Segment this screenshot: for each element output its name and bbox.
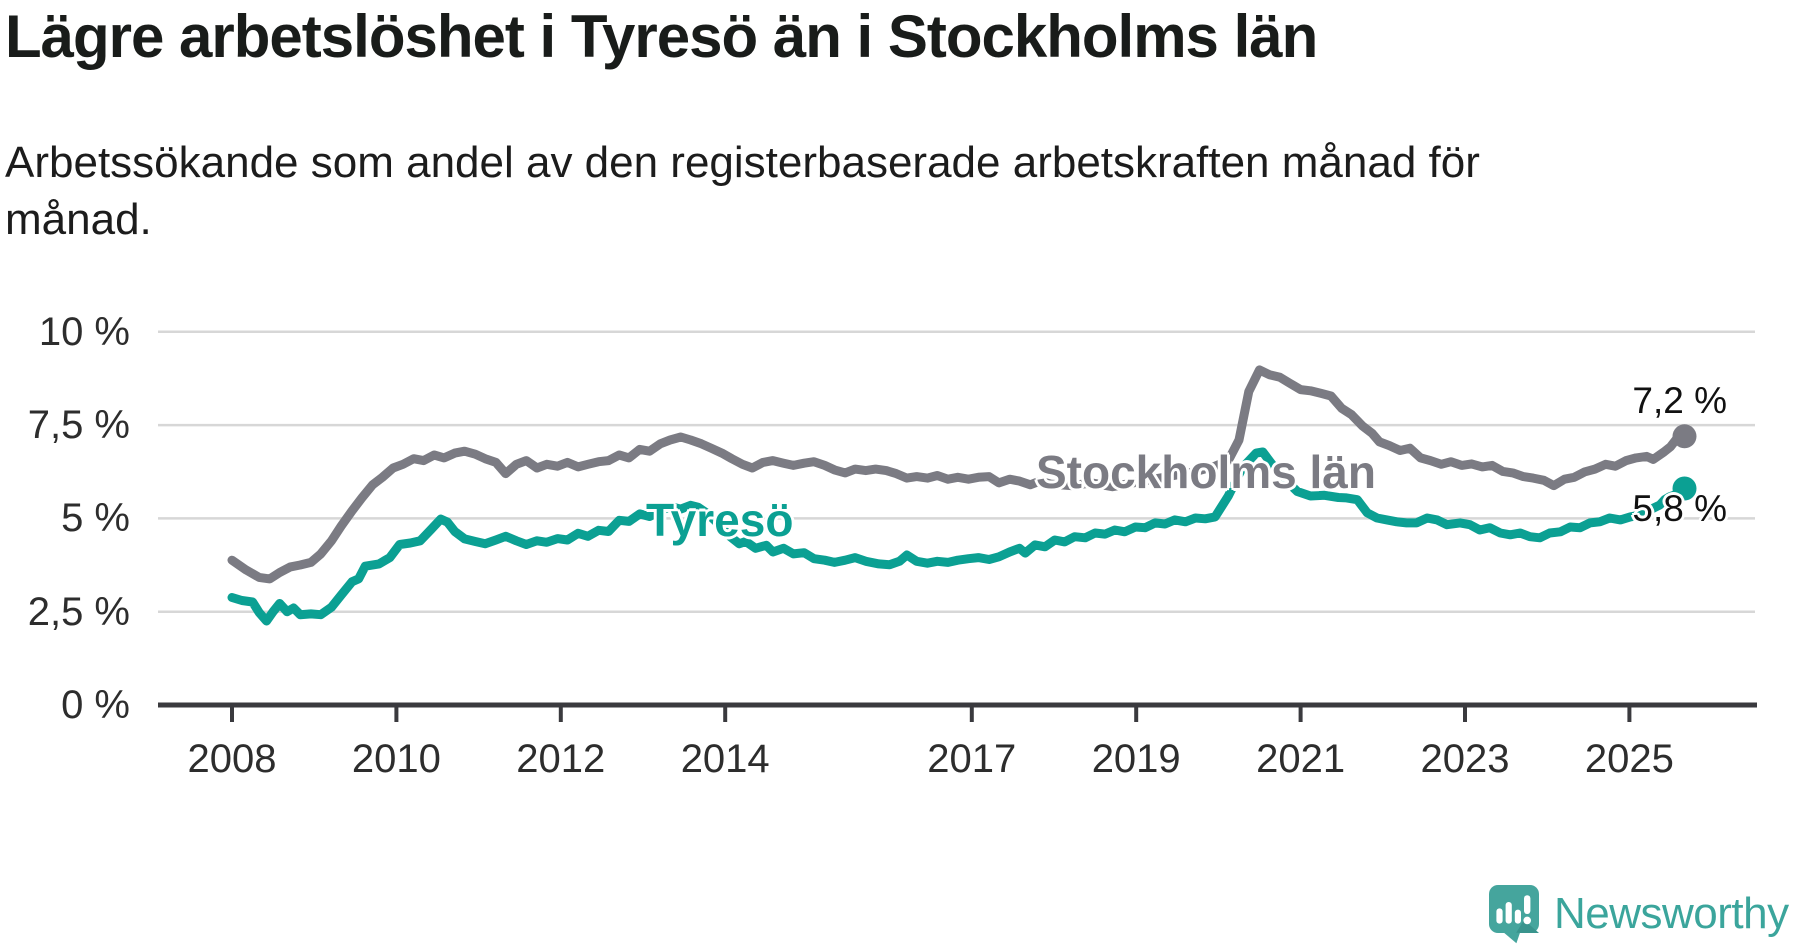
series-line-stockholms-l-n: [227, 365, 1689, 584]
series-label-tyreso: Tyresö: [646, 494, 794, 546]
series-label-stockholms-lan: Stockholms län: [1036, 446, 1376, 498]
x-tick-label: 2010: [351, 737, 441, 781]
end-value-tyreso: 5,8 %: [1632, 488, 1727, 529]
y-tick-label: 0 %: [61, 683, 130, 727]
newsworthy-wordmark: Newsworthy: [1554, 889, 1789, 938]
y-tick-label: 10 %: [38, 309, 130, 354]
end-value-stockholms-lan: 7,2 %: [1632, 380, 1727, 421]
end-dot-tyres-: [1672, 476, 1697, 501]
y-tick-label: 2,5 %: [27, 589, 130, 634]
chart-subtitle: Arbetssökande som andel av den registerb…: [5, 138, 1480, 245]
y-tick-label: 7,5 %: [27, 403, 130, 448]
x-tick-label: 2012: [516, 737, 606, 781]
x-tick-label: 2025: [1584, 737, 1674, 781]
x-tick-label: 2014: [680, 737, 770, 781]
series-line-tyres-: [227, 447, 1689, 626]
x-tick-label: 2017: [927, 737, 1017, 781]
x-tick-label: 2023: [1420, 737, 1510, 781]
newsworthy-icon: [1489, 885, 1539, 944]
end-dot-stockholms-l-n: [1672, 424, 1697, 449]
y-tick-label: 5 %: [61, 496, 130, 541]
x-tick-label: 2008: [187, 737, 277, 781]
x-tick-label: 2019: [1091, 737, 1181, 781]
newsworthy-logo: Newsworthy: [1488, 884, 1789, 944]
chart-title: Lägre arbetslöshet i Tyresö än i Stockho…: [5, 3, 1318, 70]
x-tick-label: 2021: [1256, 737, 1346, 781]
